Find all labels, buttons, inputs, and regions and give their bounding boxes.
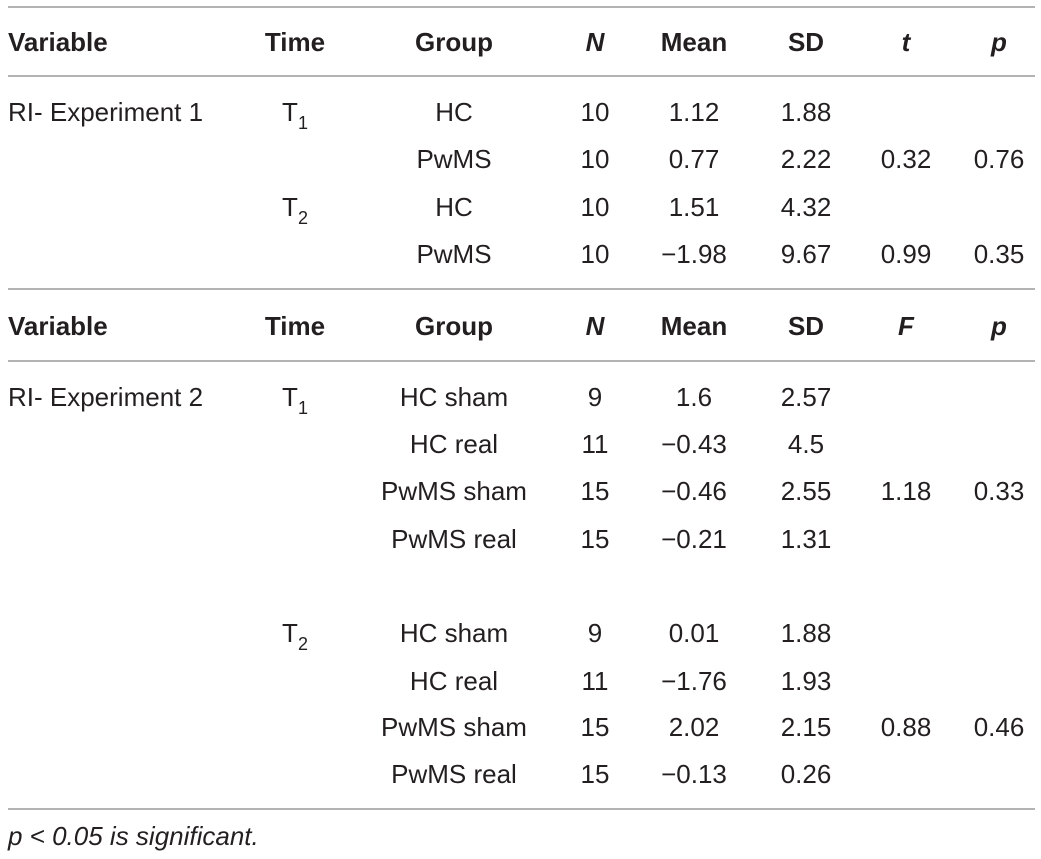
header-mean: Mean xyxy=(660,27,728,57)
table-bottom-rule xyxy=(8,808,1035,810)
cell-n: 15 xyxy=(580,712,610,742)
cell-sd: 2.57 xyxy=(780,382,832,412)
cell-n: 9 xyxy=(587,382,603,412)
cell-n: 9 xyxy=(587,618,603,648)
cell-mean: 2.02 xyxy=(668,712,720,742)
header-group: Group xyxy=(415,27,493,57)
cell-n: 11 xyxy=(581,429,609,459)
table-footnote: p < 0.05 is significant. xyxy=(8,821,259,851)
cell-stat: 0.99 xyxy=(880,239,932,269)
cell-group: HC sham xyxy=(399,382,509,412)
cell-sd: 1.88 xyxy=(780,97,832,127)
exp2-time-t2: T2 xyxy=(250,618,340,654)
header-time: Time xyxy=(264,27,326,57)
cell-group: HC sham xyxy=(399,618,509,648)
cell-group: PwMS xyxy=(416,239,492,269)
header-mean: Mean xyxy=(660,311,728,341)
time-base: T xyxy=(282,382,298,412)
header-2-rule xyxy=(8,360,1035,362)
header-f-stat: F xyxy=(898,311,914,341)
cell-n: 10 xyxy=(580,97,610,127)
cell-sd: 9.67 xyxy=(780,239,832,269)
cell-n: 15 xyxy=(580,524,610,554)
cell-mean: −1.76 xyxy=(661,666,727,696)
header-p: p xyxy=(991,27,1007,57)
cell-mean: 1.51 xyxy=(668,192,720,222)
time-base: T xyxy=(282,618,298,648)
cell-group: PwMS sham xyxy=(381,712,527,742)
cell-n: 10 xyxy=(580,239,610,269)
cell-sd: 4.32 xyxy=(780,192,832,222)
cell-group: PwMS real xyxy=(391,524,517,554)
cell-sd: 4.5 xyxy=(787,429,825,459)
cell-sd: 1.88 xyxy=(780,618,832,648)
cell-mean: −0.21 xyxy=(661,524,727,554)
time-base: T xyxy=(282,192,298,222)
time-subscript: 2 xyxy=(297,634,308,654)
header-sd: SD xyxy=(787,311,825,341)
time-subscript: 1 xyxy=(297,398,308,418)
section-divider-rule xyxy=(8,288,1035,290)
experiment-2-label: RI- Experiment 2 xyxy=(8,382,204,412)
cell-mean: −0.13 xyxy=(661,759,727,789)
cell-p: 0.46 xyxy=(973,712,1025,742)
header-n: N xyxy=(585,27,605,57)
exp1-time-t2: T2 xyxy=(250,192,340,228)
cell-group: HC real xyxy=(409,666,499,696)
cell-n: 11 xyxy=(581,666,609,696)
cell-n: 10 xyxy=(580,192,610,222)
cell-p: 0.33 xyxy=(973,476,1025,506)
cell-mean: 1.6 xyxy=(675,382,713,412)
cell-p: 0.76 xyxy=(973,144,1025,174)
cell-n: 15 xyxy=(580,759,610,789)
cell-mean: −0.46 xyxy=(661,476,727,506)
cell-stat: 0.32 xyxy=(880,144,932,174)
experiment-1-label: RI- Experiment 1 xyxy=(8,97,204,127)
exp2-time-t1: T1 xyxy=(250,382,340,418)
cell-p: 0.35 xyxy=(973,239,1025,269)
cell-mean: 0.77 xyxy=(668,144,720,174)
cell-n: 10 xyxy=(580,144,610,174)
header-sd: SD xyxy=(787,27,825,57)
cell-sd: 1.93 xyxy=(780,666,832,696)
cell-sd: 2.55 xyxy=(780,476,832,506)
cell-mean: 1.12 xyxy=(668,97,720,127)
cell-group: PwMS xyxy=(416,144,492,174)
cell-n: 15 xyxy=(580,476,610,506)
cell-mean: −0.43 xyxy=(661,429,727,459)
table-top-rule xyxy=(8,6,1035,8)
cell-group: HC real xyxy=(409,429,499,459)
cell-stat: 0.88 xyxy=(880,712,932,742)
header-p: p xyxy=(991,311,1007,341)
cell-sd: 1.31 xyxy=(780,524,832,554)
cell-stat: 1.18 xyxy=(880,476,932,506)
cell-sd: 0.26 xyxy=(780,759,832,789)
cell-sd: 2.22 xyxy=(780,144,832,174)
cell-group: HC xyxy=(435,97,473,127)
time-subscript: 2 xyxy=(297,208,308,228)
cell-group: HC xyxy=(435,192,473,222)
header-variable: Variable xyxy=(8,311,108,341)
header-n: N xyxy=(585,311,605,341)
header-t-stat: t xyxy=(901,27,911,57)
header-time: Time xyxy=(264,311,326,341)
header-1-rule xyxy=(8,75,1035,77)
cell-mean: −1.98 xyxy=(661,239,727,269)
header-variable: Variable xyxy=(8,27,108,57)
cell-group: PwMS sham xyxy=(381,476,527,506)
time-base: T xyxy=(282,97,298,127)
header-group: Group xyxy=(415,311,493,341)
time-subscript: 1 xyxy=(297,113,308,133)
exp1-time-t1: T1 xyxy=(250,97,340,133)
cell-mean: 0.01 xyxy=(668,618,720,648)
cell-sd: 2.15 xyxy=(780,712,832,742)
cell-group: PwMS real xyxy=(391,759,517,789)
